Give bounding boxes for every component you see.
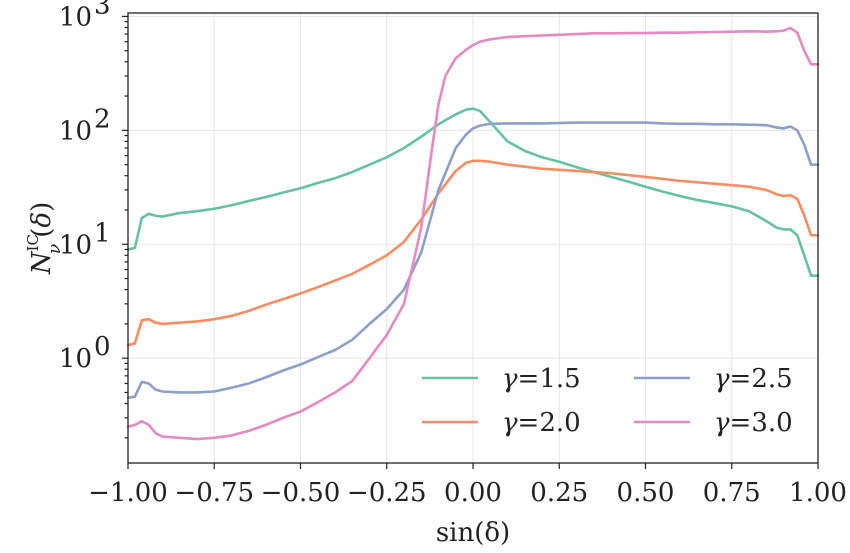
legend: γ=1.5 γ=2.0 γ=2.5 γ=3.0 bbox=[422, 364, 793, 438]
series-lines bbox=[126, 26, 820, 441]
legend-label: γ=2.0 bbox=[502, 408, 581, 438]
x-tick-label: 0.25 bbox=[530, 478, 588, 508]
series-line bbox=[126, 159, 820, 347]
x-tick-label: −1.00 bbox=[88, 478, 168, 508]
x-axis-label: sin(δ) bbox=[436, 518, 510, 548]
x-tick-label: 0.50 bbox=[617, 478, 675, 508]
y-tick-exponent: 0 bbox=[94, 332, 111, 362]
series-line bbox=[126, 121, 820, 399]
legend-label: γ=2.5 bbox=[714, 364, 793, 394]
y-tick-label: 10 bbox=[59, 230, 92, 260]
x-tick-label: 0.00 bbox=[444, 478, 502, 508]
y-tick-exponent: 1 bbox=[94, 218, 111, 248]
y-axis-label: NIC ν(δ) bbox=[24, 202, 65, 275]
y-tick-label: 10 bbox=[59, 2, 92, 32]
y-tick-exponent: 2 bbox=[94, 104, 111, 134]
x-axis-ticks: −1.00 −0.75 −0.50 −0.25 0.00 0.25 0.50 0.75 1.00 bbox=[88, 463, 847, 508]
legend-label: γ=3.0 bbox=[714, 408, 793, 438]
x-tick-label: 0.75 bbox=[703, 478, 761, 508]
x-tick-label: −0.25 bbox=[347, 478, 427, 508]
x-tick-label: −0.50 bbox=[261, 478, 341, 508]
x-tick-label: 1.00 bbox=[789, 478, 847, 508]
legend-label: γ=1.5 bbox=[502, 364, 581, 394]
y-tick-label: 10 bbox=[59, 116, 92, 146]
y-tick-label: 10 bbox=[59, 344, 92, 374]
y-tick-exponent: 3 bbox=[94, 0, 111, 20]
series-line bbox=[126, 107, 820, 277]
series-line bbox=[126, 26, 820, 441]
x-tick-label: −0.75 bbox=[174, 478, 254, 508]
